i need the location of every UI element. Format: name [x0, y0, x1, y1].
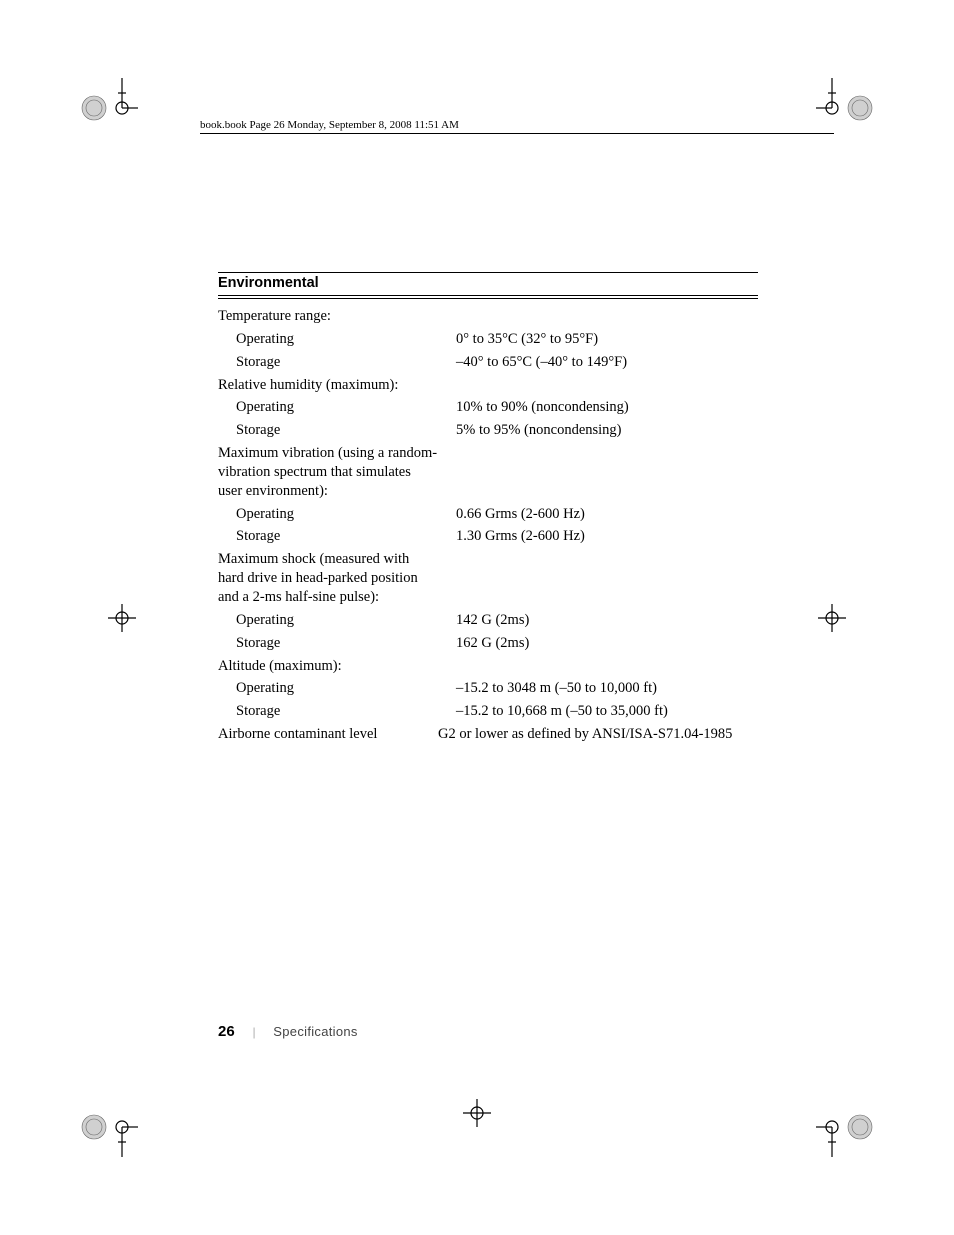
spec-row: Operating0° to 35°C (32° to 95°F): [218, 330, 758, 349]
spec-value: [438, 376, 758, 395]
spec-value: 142 G (2ms): [456, 611, 758, 630]
crop-mark-mid-right: [816, 588, 876, 648]
spec-row: Operating142 G (2ms): [218, 611, 758, 630]
spec-row: Airborne contaminant levelG2 or lower as…: [218, 725, 758, 744]
spec-row: Operating0.66 Grms (2-600 Hz): [218, 505, 758, 524]
spec-value: 0.66 Grms (2-600 Hz): [456, 505, 758, 524]
spec-row: Maximum vibration (using a random-vibrat…: [218, 444, 758, 501]
spec-row: Relative humidity (maximum):: [218, 376, 758, 395]
spec-label: Storage: [218, 353, 456, 372]
content-area: Environmental Temperature range: Operatin…: [218, 272, 758, 748]
spec-value: [438, 550, 758, 607]
spec-row: Storage162 G (2ms): [218, 634, 758, 653]
page-header: book.book Page 26 Monday, September 8, 2…: [200, 119, 834, 134]
spec-label: Storage: [218, 702, 456, 721]
crop-mark-bottom-right: [816, 1097, 876, 1157]
spec-label: Operating: [218, 398, 456, 417]
footer-section-name: Specifications: [273, 1024, 357, 1039]
section-title: Environmental: [218, 272, 758, 296]
spec-value: [438, 307, 758, 326]
spec-row: Maximum shock (measured with hard drive …: [218, 550, 758, 607]
spec-label: Operating: [218, 679, 456, 698]
crop-mark-mid-left: [78, 588, 138, 648]
section-divider: [218, 298, 758, 299]
spec-value: [438, 444, 758, 501]
spec-label: Operating: [218, 330, 456, 349]
spec-value: 162 G (2ms): [456, 634, 758, 653]
spec-label: Maximum shock (measured with hard drive …: [218, 550, 438, 607]
spec-label: Maximum vibration (using a random-vibrat…: [218, 444, 438, 501]
spec-rows-container: Temperature range:Operating0° to 35°C (3…: [218, 307, 758, 744]
spec-row: Temperature range:: [218, 307, 758, 326]
spec-value: –15.2 to 10,668 m (–50 to 35,000 ft): [456, 702, 758, 721]
spec-label: Temperature range:: [218, 307, 438, 326]
spec-row: Operating–15.2 to 3048 m (–50 to 10,000 …: [218, 679, 758, 698]
spec-value: 10% to 90% (noncondensing): [456, 398, 758, 417]
crop-mark-top-left: [78, 78, 138, 138]
spec-label: Altitude (maximum):: [218, 657, 438, 676]
spec-row: Storage–40° to 65°C (–40° to 149°F): [218, 353, 758, 372]
page-number: 26: [218, 1023, 235, 1040]
footer-separator: |: [253, 1024, 256, 1040]
spec-value: [438, 657, 758, 676]
spec-label: Airborne contaminant level: [218, 725, 438, 744]
spec-row: Storage–15.2 to 10,668 m (–50 to 35,000 …: [218, 702, 758, 721]
spec-value: G2 or lower as defined by ANSI/ISA-S71.0…: [438, 725, 758, 744]
header-text: book.book Page 26 Monday, September 8, 2…: [200, 119, 459, 131]
spec-row: Operating10% to 90% (noncondensing): [218, 398, 758, 417]
spec-row: Storage5% to 95% (noncondensing): [218, 421, 758, 440]
page-footer: 26 | Specifications: [218, 1023, 358, 1040]
spec-value: 1.30 Grms (2-600 Hz): [456, 527, 758, 546]
spec-label: Storage: [218, 634, 456, 653]
spec-label: Storage: [218, 421, 456, 440]
crop-mark-mid-bottom: [447, 1097, 507, 1157]
spec-label: Operating: [218, 611, 456, 630]
spec-value: –15.2 to 3048 m (–50 to 10,000 ft): [456, 679, 758, 698]
spec-value: 5% to 95% (noncondensing): [456, 421, 758, 440]
spec-value: 0° to 35°C (32° to 95°F): [456, 330, 758, 349]
spec-label: Operating: [218, 505, 456, 524]
spec-row: Altitude (maximum):: [218, 657, 758, 676]
spec-value: –40° to 65°C (–40° to 149°F): [456, 353, 758, 372]
spec-label: Relative humidity (maximum):: [218, 376, 438, 395]
crop-mark-bottom-left: [78, 1097, 138, 1157]
spec-label: Storage: [218, 527, 456, 546]
spec-row: Storage1.30 Grms (2-600 Hz): [218, 527, 758, 546]
